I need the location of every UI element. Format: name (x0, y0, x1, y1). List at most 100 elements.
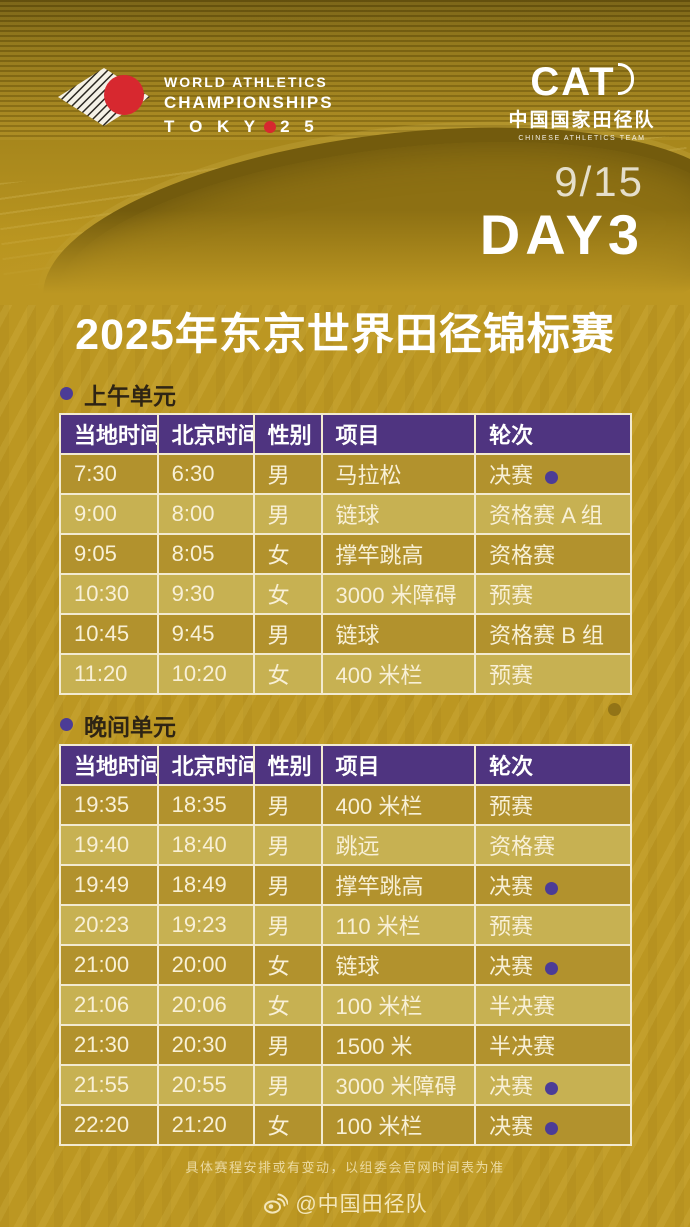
table-row: 21:00 20:00 女链球 决赛 (59, 944, 632, 986)
cell-round: 资格赛 (474, 824, 632, 866)
cell-local: 10:45 (59, 613, 159, 655)
cell-gender: 男 (252, 1064, 323, 1106)
cell-local: 22:20 (59, 1104, 159, 1146)
cell-beijing: 20:00 (156, 944, 255, 986)
header-row: 当地时间 北京时间 性别 项目 轮次 (59, 413, 632, 455)
cell-gender: 男 (252, 1024, 323, 1066)
cell-local: 9:05 (59, 533, 159, 575)
cell-beijing: 21:20 (156, 1104, 255, 1146)
stadium-photo: WORLD ATHLETICS CHAMPIONSHIPS T O K Y 2 … (0, 0, 690, 305)
morning-session-label: 上午单元 (60, 380, 690, 409)
column-header: 轮次 (474, 413, 632, 455)
cell-round: 预赛 (474, 653, 632, 695)
cell-beijing: 20:55 (156, 1064, 255, 1106)
cell-round: 资格赛 B 组 (474, 613, 632, 655)
cell-event: 400 米栏 (320, 784, 477, 826)
cell-beijing: 18:40 (156, 824, 255, 866)
cell-gender: 女 (252, 533, 323, 575)
cell-round: 决赛 (474, 944, 632, 986)
cell-event: 撑竿跳高 (320, 864, 477, 906)
column-header: 当地时间 (59, 744, 159, 786)
cell-round: 预赛 (474, 784, 632, 826)
cell-event: 1500 米 (320, 1024, 477, 1066)
cell-round: 半决赛 (474, 1024, 632, 1066)
cell-round: 预赛 (474, 904, 632, 946)
table-row: 7:30 6:30 男马拉松 决赛 (59, 453, 632, 495)
cell-round: 决赛 (474, 1104, 632, 1146)
final-dot-icon (545, 1121, 559, 1135)
table-row: 21:30 20:30 男 1500 米半决赛 (59, 1024, 632, 1066)
cell-round: 决赛 (474, 864, 632, 906)
cell-event: 撑竿跳高 (320, 533, 477, 575)
cell-gender: 男 (252, 824, 323, 866)
column-header: 北京时间 (156, 413, 255, 455)
wa-line1: WORLD ATHLETICS (164, 74, 328, 90)
evening-table: 当地时间 北京时间 性别 项目 轮次 19:35 18:35 男 400 米栏 预赛 19:40 1… (59, 744, 632, 1146)
event-date: 9/15 (554, 158, 644, 205)
table-row: 21:55 20:55 男 3000 米障碍 决赛 (59, 1064, 632, 1106)
table-row: 19:40 18:40 男跳远 资格赛 (59, 824, 632, 866)
disclaimer-note: 具体赛程安排或有变动，以组委会官网时间表为准 (185, 1160, 505, 1175)
cell-local: 9:00 (59, 493, 159, 535)
table-row: 10:45 9:45 男链球 资格赛 B 组 (59, 613, 632, 655)
cell-event: 3000 米障碍 (320, 573, 477, 615)
final-dot-icon (545, 881, 559, 895)
column-header: 项目 (320, 413, 477, 455)
cell-beijing: 18:49 (156, 864, 255, 906)
cell-local: 19:49 (59, 864, 159, 906)
session-title: 上午单元 (84, 382, 176, 409)
column-header: 性别 (252, 744, 323, 786)
wa-line2: CHAMPIONSHIPS (164, 93, 334, 112)
cat-acronym: CAT (530, 60, 616, 104)
cell-gender: 女 (252, 573, 323, 615)
cell-beijing: 20:06 (156, 984, 255, 1026)
cell-beijing: 18:35 (156, 784, 255, 826)
cell-gender: 女 (252, 653, 323, 695)
weibo-icon (264, 1193, 289, 1214)
table-row: 11:20 10:20 女 400 米栏 预赛 (59, 653, 632, 695)
cell-event: 110 米栏 (320, 904, 477, 946)
bullet-icon (60, 718, 73, 731)
cat-team-logo: CAT 中国国家田径队 CHINESE ATHLETICS TEAM (502, 62, 662, 142)
cell-event: 链球 (320, 944, 477, 986)
evening-session-label: 晚间单元 (60, 711, 690, 740)
cell-gender: 男 (252, 904, 323, 946)
cell-gender: 女 (252, 944, 323, 986)
cell-beijing: 9:45 (156, 613, 255, 655)
table-row: 22:20 21:20 女 100 米栏 决赛 (59, 1104, 632, 1146)
cell-round: 资格赛 A 组 (474, 493, 632, 535)
column-header: 项目 (320, 744, 477, 786)
cell-gender: 男 (252, 613, 323, 655)
wa-line3-prefix: T O K Y (164, 117, 261, 136)
session-title: 晚间单元 (84, 713, 176, 740)
evening-session: 晚间单元 当地时间 北京时间 性别 项目 轮次 19:35 18:35 男 400 米栏 预赛 1… (0, 711, 690, 1146)
wa-line3: T O K Y 2 5 (164, 117, 334, 137)
cell-local: 11:20 (59, 653, 159, 695)
header-row: 当地时间 北京时间 性别 项目 轮次 (59, 744, 632, 786)
cell-event: 3000 米障碍 (320, 1064, 477, 1106)
table-row: 20:23 19:23 男 110 米栏 预赛 (59, 904, 632, 946)
cat-track-ring-icon (617, 63, 634, 95)
cell-local: 10:30 (59, 573, 159, 615)
weibo-handle: @中国田径队 (295, 1193, 428, 1216)
cell-event: 马拉松 (320, 453, 477, 495)
morning-session: 上午单元 当地时间 北京时间 性别 项目 轮次 7:30 6:30 男马拉松 决赛 9:00 8:… (0, 380, 690, 695)
table-row: 9:05 8:05 女撑竿跳高 资格赛 (59, 533, 632, 575)
cell-gender: 男 (252, 784, 323, 826)
wa-logo-text: WORLD ATHLETICS CHAMPIONSHIPS T O K Y 2 … (164, 68, 334, 137)
world-athletics-logo: WORLD ATHLETICS CHAMPIONSHIPS T O K Y 2 … (58, 68, 334, 137)
table-row: 19:35 18:35 男 400 米栏 预赛 (59, 784, 632, 826)
cell-event: 100 米栏 (320, 1104, 477, 1146)
final-dot-icon (545, 470, 559, 484)
morning-table: 当地时间 北京时间 性别 项目 轮次 7:30 6:30 男马拉松 决赛 9:00 8:00 男链球… (59, 413, 632, 695)
cell-event: 链球 (320, 613, 477, 655)
cat-name-en: CHINESE ATHLETICS TEAM (518, 135, 646, 142)
cell-beijing: 10:20 (156, 653, 255, 695)
cell-gender: 男 (252, 864, 323, 906)
table-row: 9:00 8:00 男链球 资格赛 A 组 (59, 493, 632, 535)
cell-round: 半决赛 (474, 984, 632, 1026)
final-dot-icon (545, 961, 559, 975)
cell-local: 20:23 (59, 904, 159, 946)
column-header: 当地时间 (59, 413, 159, 455)
